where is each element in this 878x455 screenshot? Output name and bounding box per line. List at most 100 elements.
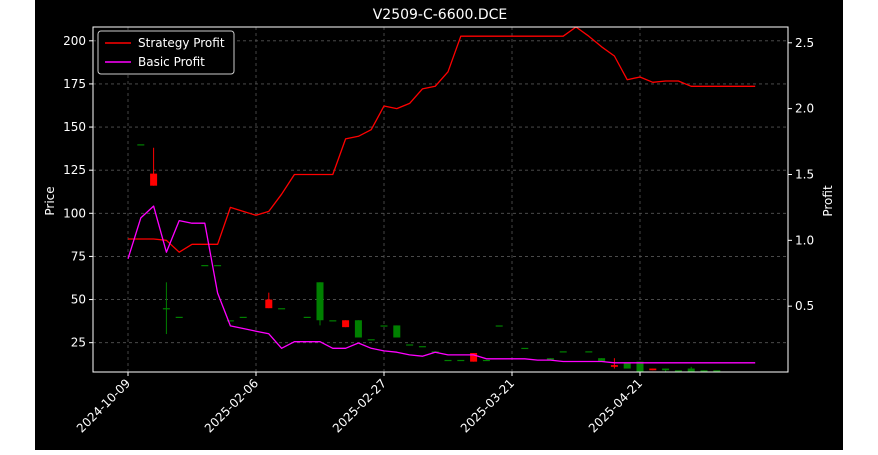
candle-body xyxy=(316,282,324,321)
candle xyxy=(482,359,490,362)
y-axis-label-left: Price xyxy=(43,186,57,215)
y-tick-label-right: 2.5 xyxy=(795,36,814,50)
candle xyxy=(687,366,695,372)
y-tick-label-right: 1.0 xyxy=(795,233,814,247)
candle-body xyxy=(265,299,273,309)
candle xyxy=(674,370,682,372)
candle xyxy=(201,265,209,267)
candle-body xyxy=(457,359,465,362)
legend-label-basic: Basic Profit xyxy=(138,55,205,69)
candle xyxy=(329,320,337,322)
candle-body xyxy=(610,365,618,367)
candle-body xyxy=(585,351,593,353)
candle xyxy=(521,347,529,350)
candle xyxy=(239,316,247,318)
y-tick-label-left: 125 xyxy=(63,163,86,177)
candle-body xyxy=(201,265,209,267)
candle xyxy=(457,359,465,362)
candle xyxy=(713,370,721,372)
chart-title: V2509-C-6600.DCE xyxy=(373,7,508,23)
candle xyxy=(316,282,324,326)
y-tick-label-left: 100 xyxy=(63,206,86,220)
candle-layer xyxy=(137,144,721,372)
y-tick-label-right: 0.5 xyxy=(795,299,814,313)
candle-body xyxy=(623,363,631,369)
candle-body xyxy=(150,173,158,186)
y-tick-label-right: 1.5 xyxy=(795,167,814,181)
candle-body xyxy=(598,358,606,362)
candle-body xyxy=(214,265,222,267)
candle xyxy=(303,316,311,318)
series-line-strategy-profit xyxy=(128,26,756,253)
candle-body xyxy=(239,316,247,318)
candle-body xyxy=(380,325,388,327)
candle xyxy=(150,147,158,186)
axis-layer: 25 50 75 100 125 150 175 200 0.5 1.0 1.5 2.0 2.5 2024… xyxy=(63,34,814,436)
series-line-basic-profit xyxy=(127,205,756,364)
candle xyxy=(393,325,401,338)
candle-body xyxy=(559,351,567,353)
candle xyxy=(380,325,388,327)
candle xyxy=(175,316,183,318)
candle-body xyxy=(546,358,554,360)
candle-body xyxy=(470,353,478,362)
candle xyxy=(367,339,375,341)
candle xyxy=(495,325,503,327)
candle-body xyxy=(649,368,657,371)
candle-body xyxy=(482,359,490,362)
x-tick-label: 2025-02-06 xyxy=(202,376,261,435)
legend-box xyxy=(97,30,235,75)
candle-body xyxy=(700,370,708,372)
x-tick-label: 2025-02-27 xyxy=(330,376,389,435)
candle-body xyxy=(674,370,682,372)
candle xyxy=(137,144,145,146)
candle xyxy=(649,368,657,371)
candle xyxy=(214,265,222,267)
candle xyxy=(585,351,593,353)
candle-body xyxy=(303,316,311,318)
candle-body xyxy=(662,368,670,371)
legend: Strategy Profit Basic Profit xyxy=(97,30,235,75)
candle xyxy=(623,363,631,369)
y-axis-label-right: Profit xyxy=(821,185,835,217)
candle-body xyxy=(329,320,337,322)
legend-label-strategy: Strategy Profit xyxy=(138,36,225,50)
candle-body xyxy=(278,308,286,310)
plot-frame xyxy=(92,26,789,373)
candle xyxy=(354,320,362,338)
y-tick-label-right: 2.0 xyxy=(795,102,814,116)
candle xyxy=(265,292,273,309)
candle-body xyxy=(354,320,362,338)
chart-svg: 25 50 75 100 125 150 175 200 0.5 1.0 1.5 2.0 2.5 2024… xyxy=(43,7,835,436)
x-tick-label: 2024-10-09 xyxy=(74,376,133,435)
candle-body xyxy=(687,368,695,372)
candle xyxy=(418,346,426,348)
y-tick-label-left: 25 xyxy=(71,336,86,350)
candle-body xyxy=(444,359,452,362)
candle-body xyxy=(521,347,529,350)
y-tick-label-left: 200 xyxy=(63,34,86,48)
candle-body xyxy=(406,344,414,346)
x-tick-label: 2025-03-21 xyxy=(458,376,517,435)
candle xyxy=(162,282,170,335)
candle-body xyxy=(162,308,170,310)
candle xyxy=(559,351,567,353)
candle xyxy=(662,368,670,372)
candle xyxy=(444,359,452,362)
y-tick-label-left: 175 xyxy=(63,77,86,91)
line-layer xyxy=(127,26,756,364)
y-tick-label-left: 75 xyxy=(71,249,86,263)
x-tick-label: 2025-04-21 xyxy=(586,376,645,435)
candle-body xyxy=(226,320,234,322)
candle xyxy=(406,344,414,346)
candle-body xyxy=(636,361,644,372)
candle-body xyxy=(175,316,183,318)
candle-body xyxy=(367,339,375,341)
grid-layer xyxy=(93,27,788,372)
y-tick-label-left: 50 xyxy=(71,293,86,307)
candle-body xyxy=(137,144,145,146)
chart-figure: 25 50 75 100 125 150 175 200 0.5 1.0 1.5 2.0 2.5 2024… xyxy=(35,0,843,450)
candle xyxy=(278,308,286,310)
y-tick-label-left: 150 xyxy=(63,120,86,134)
candle xyxy=(342,320,350,328)
